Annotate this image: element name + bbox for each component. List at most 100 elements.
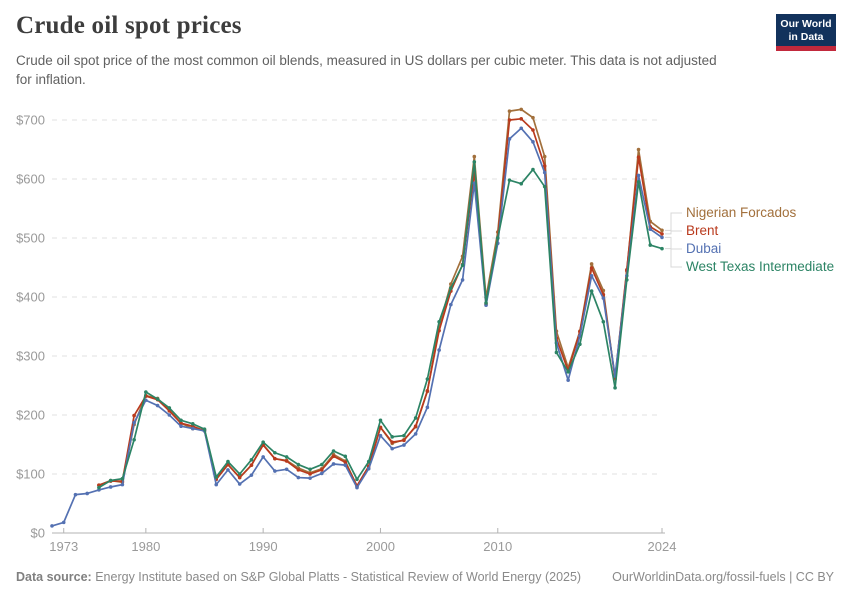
series-dot-brent [402, 438, 406, 443]
series-dot-dubai [308, 476, 312, 480]
series-dot-brent [249, 463, 254, 467]
x-tick-label: 2024 [648, 539, 677, 554]
y-tick-label: $400 [16, 290, 45, 305]
series-dot-west-texas-intermediate [179, 418, 183, 423]
series-dot-west-texas-intermediate [343, 454, 348, 459]
series-dot-dubai [660, 235, 664, 240]
series-dot-dubai [226, 468, 230, 472]
series-dot-brent [132, 413, 136, 418]
series-dot-west-texas-intermediate [108, 478, 113, 483]
legend-connector-brent [665, 230, 682, 235]
series-dot-brent [331, 454, 336, 459]
series-dot-west-texas-intermediate [542, 184, 547, 189]
series-dot-west-texas-intermediate [601, 319, 606, 324]
series-dot-dubai [636, 173, 641, 178]
legend-item-dubai[interactable]: Dubai [686, 241, 722, 256]
series-dot-west-texas-intermediate [519, 181, 524, 186]
series-dot-west-texas-intermediate [120, 476, 125, 481]
series-line-brent[interactable] [98, 117, 663, 487]
series-line-dubai[interactable] [51, 127, 663, 527]
series-dot-west-texas-intermediate [237, 472, 242, 476]
series-dot-dubai [589, 273, 594, 278]
y-tick-label: $500 [16, 231, 45, 246]
series-dot-dubai [320, 471, 324, 476]
series-dot-west-texas-intermediate [202, 427, 207, 431]
series-dot-brent [179, 421, 183, 426]
series-dot-west-texas-intermediate [566, 370, 570, 374]
series-dot-nigerian-forcados [589, 262, 594, 266]
series-dot-brent [284, 459, 289, 463]
series-dot-west-texas-intermediate [378, 418, 383, 423]
series-dot-brent [519, 117, 524, 121]
series-dot-nigerian-forcados [472, 154, 477, 159]
series-dot-dubai [366, 466, 371, 471]
series-dot-west-texas-intermediate [495, 236, 500, 240]
legend-item-brent[interactable]: Brent [686, 223, 719, 238]
x-tick-label: 2000 [366, 539, 395, 554]
owid-logo: Our World in Data [776, 14, 836, 51]
series-dot-dubai [108, 485, 113, 489]
series-dot-west-texas-intermediate [648, 243, 653, 247]
series-dot-dubai [425, 405, 430, 410]
series-dot-nigerian-forcados [507, 109, 512, 113]
y-tick-label: $100 [16, 467, 45, 482]
legend-connector-nigerian-forcados [665, 212, 682, 231]
x-tick-label: 2010 [483, 539, 512, 554]
owid-logo-red-bar [776, 46, 836, 51]
series-dot-dubai [249, 473, 254, 477]
series-dot-dubai [355, 485, 359, 490]
series-dot-west-texas-intermediate [249, 458, 254, 462]
series-dot-west-texas-intermediate [554, 350, 559, 355]
series-dot-dubai [144, 398, 148, 403]
series-dot-dubai [214, 482, 219, 487]
series-dot-west-texas-intermediate [425, 377, 430, 381]
series-dot-dubai [179, 424, 183, 429]
series-dot-west-texas-intermediate [636, 180, 641, 184]
owid-link[interactable]: OurWorldinData.org/fossil-fuels | CC BY [612, 570, 834, 584]
series-dot-nigerian-forcados [636, 147, 641, 152]
series-dot-west-texas-intermediate [132, 437, 136, 442]
series-dot-dubai [85, 491, 89, 496]
series-dot-nigerian-forcados [519, 107, 524, 112]
data-source-text: Data source: Energy Institute based on S… [16, 570, 581, 584]
series-dot-dubai [402, 443, 406, 447]
legend-item-west-texas-intermediate[interactable]: West Texas Intermediate [686, 259, 835, 274]
legend-item-nigerian-forcados[interactable]: Nigerian Forcados [686, 205, 797, 220]
chart-canvas[interactable]: $0 $100 $200 $300 $400 $500 $600 $700 1973 1980 19… [0, 92, 850, 562]
series-dot-dubai [390, 446, 394, 451]
y-tick-label: $700 [16, 113, 45, 128]
data-source-label: Data source: [16, 570, 92, 584]
series-dot-brent [296, 468, 301, 472]
series-dot-dubai [167, 413, 172, 417]
x-tick-label: 1980 [131, 539, 160, 554]
y-tick-label: $300 [16, 349, 45, 364]
series-dot-brent [390, 440, 394, 444]
series-dot-dubai [273, 469, 277, 473]
series-dot-nigerian-forcados [660, 228, 664, 233]
series-dot-brent [413, 424, 418, 429]
chart-footer: Data source: Energy Institute based on S… [16, 570, 834, 584]
series-dot-dubai [413, 432, 418, 436]
series-dot-dubai [132, 420, 136, 425]
series-dot-dubai [460, 278, 465, 282]
x-tick-label: 1973 [49, 539, 78, 554]
series-line-west-texas-intermediate[interactable] [98, 161, 663, 489]
series-dot-west-texas-intermediate [155, 397, 160, 401]
x-tick-label: 1990 [249, 539, 278, 554]
series-dot-west-texas-intermediate [284, 455, 289, 459]
series-dot-west-texas-intermediate [167, 406, 172, 410]
series-dot-brent [320, 468, 324, 472]
series-dot-west-texas-intermediate [97, 485, 101, 490]
series-dot-dubai [237, 482, 242, 486]
series-dot-west-texas-intermediate [144, 390, 148, 394]
series-dot-west-texas-intermediate [472, 160, 477, 164]
series-dot-brent [507, 118, 512, 122]
legend-connector-west-texas-intermediate [665, 248, 682, 268]
series-dot-brent [531, 128, 535, 132]
series-dot-west-texas-intermediate [460, 263, 465, 267]
series-dot-west-texas-intermediate [589, 289, 594, 293]
series-dot-dubai [648, 227, 653, 231]
series-dot-west-texas-intermediate [625, 278, 629, 282]
series-dot-west-texas-intermediate [366, 459, 371, 464]
